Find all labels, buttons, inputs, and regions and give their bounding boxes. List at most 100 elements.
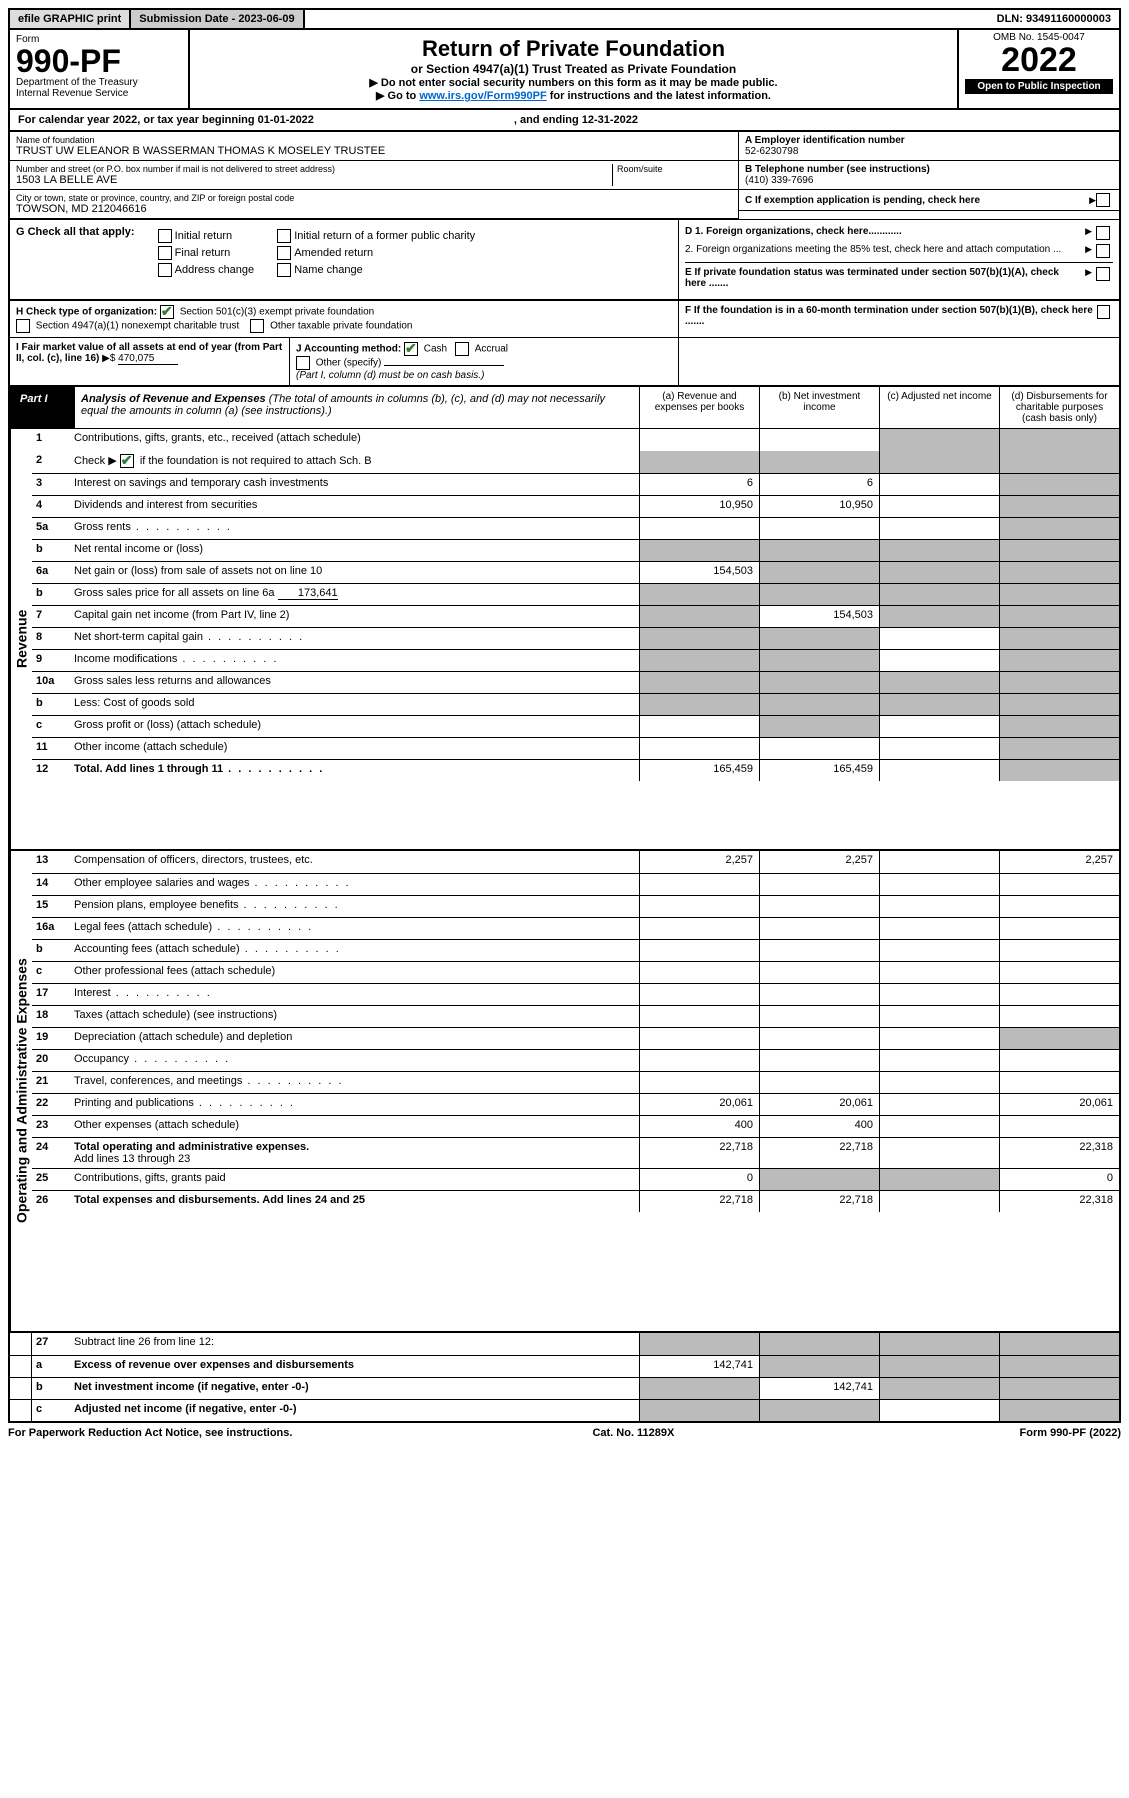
- col-d-header: (d) Disbursements for charitable purpose…: [999, 387, 1119, 428]
- line-23-no: 23: [32, 1116, 70, 1137]
- line-10b-no: b: [32, 694, 70, 715]
- line-26-c: [879, 1191, 999, 1212]
- check-section-gd: G Check all that apply: Initial return F…: [8, 219, 1121, 301]
- line-17-a: [639, 984, 759, 1005]
- h-4947-checkbox[interactable]: [16, 319, 30, 333]
- line-20-desc: Occupancy: [70, 1050, 639, 1071]
- line-11-a: [639, 738, 759, 759]
- dept-treasury: Department of the Treasury: [16, 77, 182, 88]
- line-6b-c: [879, 584, 999, 605]
- line-10a-b: [759, 672, 879, 693]
- line-16b-desc: Accounting fees (attach schedule): [70, 940, 639, 961]
- line-5b-desc: Net rental income or (loss): [70, 540, 639, 561]
- line-27-desc: Subtract line 26 from line 12:: [70, 1333, 639, 1355]
- line-27-c: [879, 1333, 999, 1355]
- d2-label: 2. Foreign organizations meeting the 85%…: [685, 244, 1081, 258]
- line-24-d: 22,318: [999, 1138, 1119, 1168]
- line-12-c: [879, 760, 999, 781]
- g-address-checkbox[interactable]: [158, 263, 172, 277]
- line-5a-no: 5a: [32, 518, 70, 539]
- line-27a-desc: Excess of revenue over expenses and disb…: [70, 1356, 639, 1377]
- line-16c-a: [639, 962, 759, 983]
- line-7-d: [999, 606, 1119, 627]
- line-5a-desc: Gross rents: [70, 518, 639, 539]
- cal-year-ending: , and ending 12-31-2022: [514, 114, 638, 126]
- line-15-desc: Pension plans, employee benefits: [70, 896, 639, 917]
- line-17-no: 17: [32, 984, 70, 1005]
- line-1-no: 1: [32, 429, 70, 451]
- line-10b-b: [759, 694, 879, 715]
- efile-print-button[interactable]: efile GRAPHIC print: [10, 10, 131, 28]
- line-6b-desc: Gross sales price for all assets on line…: [70, 584, 639, 605]
- line-1-a: [639, 429, 759, 451]
- line-13-no: 13: [32, 851, 70, 873]
- line-27b-a: [639, 1378, 759, 1399]
- g-name-checkbox[interactable]: [277, 263, 291, 277]
- line-5a-a: [639, 518, 759, 539]
- line-10c-b: [759, 716, 879, 737]
- d1-checkbox[interactable]: [1096, 226, 1110, 240]
- line-16a-c: [879, 918, 999, 939]
- g-initial-former-checkbox[interactable]: [277, 229, 291, 243]
- line-16c-no: c: [32, 962, 70, 983]
- j-label: J Accounting method:: [296, 344, 401, 355]
- line-10a-desc: Gross sales less returns and allowances: [70, 672, 639, 693]
- line-16a-a: [639, 918, 759, 939]
- line-1-desc: Contributions, gifts, grants, etc., rece…: [70, 429, 639, 451]
- irs-link[interactable]: www.irs.gov/Form990PF: [419, 90, 546, 102]
- line-27-a: [639, 1333, 759, 1355]
- line-20-c: [879, 1050, 999, 1071]
- h-501c3-label: Section 501(c)(3) exempt private foundat…: [180, 307, 375, 318]
- line-6a-d: [999, 562, 1119, 583]
- j-cash-checkbox[interactable]: [404, 342, 418, 356]
- line-12-desc: Total. Add lines 1 through 11: [70, 760, 639, 781]
- line-4-c: [879, 496, 999, 517]
- line-27a-no: a: [32, 1356, 70, 1377]
- line-17-desc: Interest: [70, 984, 639, 1005]
- g-amended-checkbox[interactable]: [277, 246, 291, 260]
- g-initial-checkbox[interactable]: [158, 229, 172, 243]
- h-501c3-checkbox[interactable]: [160, 305, 174, 319]
- line-23-c: [879, 1116, 999, 1137]
- j-accrual-checkbox[interactable]: [455, 342, 469, 356]
- g-name-label: Name change: [294, 264, 363, 276]
- line-16a-no: 16a: [32, 918, 70, 939]
- j-other-checkbox[interactable]: [296, 356, 310, 370]
- line-2-d: [999, 451, 1119, 473]
- line-26-b: 22,718: [759, 1191, 879, 1212]
- line-10b-c: [879, 694, 999, 715]
- h-other-checkbox[interactable]: [250, 319, 264, 333]
- g-final-checkbox[interactable]: [158, 246, 172, 260]
- c-checkbox[interactable]: [1096, 193, 1110, 207]
- line-2-checkbox[interactable]: [120, 454, 134, 468]
- line-8-no: 8: [32, 628, 70, 649]
- line-16c-d: [999, 962, 1119, 983]
- line-7-no: 7: [32, 606, 70, 627]
- d2-checkbox[interactable]: [1096, 244, 1110, 258]
- line-10c-a: [639, 716, 759, 737]
- line-27a-a: 142,741: [639, 1356, 759, 1377]
- ein-label: A Employer identification number: [745, 135, 1113, 146]
- line-18-b: [759, 1006, 879, 1027]
- line-18-a: [639, 1006, 759, 1027]
- line-3-b: 6: [759, 474, 879, 495]
- line-16b-d: [999, 940, 1119, 961]
- e-checkbox[interactable]: [1096, 267, 1110, 281]
- top-bar: efile GRAPHIC print Submission Date - 20…: [8, 8, 1121, 30]
- line-26-no: 26: [32, 1191, 70, 1212]
- line-19-b: [759, 1028, 879, 1049]
- line-21-b: [759, 1072, 879, 1093]
- line-14-a: [639, 874, 759, 895]
- header-left: Form 990-PF Department of the Treasury I…: [10, 30, 190, 108]
- g-label: G Check all that apply:: [16, 226, 135, 238]
- f-checkbox[interactable]: [1097, 305, 1110, 319]
- revenue-vlabel: Revenue: [10, 429, 32, 849]
- line-22-desc: Printing and publications: [70, 1094, 639, 1115]
- col-b-header: (b) Net investment income: [759, 387, 879, 428]
- line-26-d: 22,318: [999, 1191, 1119, 1212]
- ein-value: 52-6230798: [745, 146, 1113, 157]
- line-24-a: 22,718: [639, 1138, 759, 1168]
- form-header: Form 990-PF Department of the Treasury I…: [8, 30, 1121, 110]
- line-25-d: 0: [999, 1169, 1119, 1190]
- header-right: OMB No. 1545-0047 2022 Open to Public In…: [959, 30, 1119, 108]
